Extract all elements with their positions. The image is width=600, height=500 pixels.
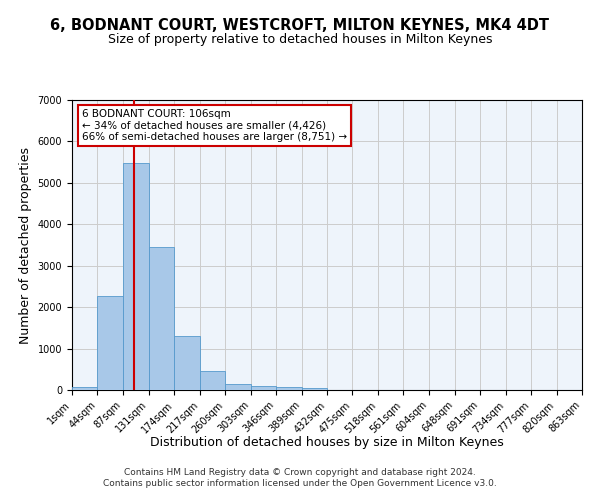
Bar [72,386,97,390]
Bar [302,388,327,390]
Bar [123,164,149,390]
Bar [97,296,123,390]
Bar [149,248,175,390]
Text: Size of property relative to detached houses in Milton Keynes: Size of property relative to detached ho… [108,32,492,46]
Bar [251,386,276,390]
Bar [175,336,200,390]
Text: 6, BODNANT COURT, WESTCROFT, MILTON KEYNES, MK4 4DT: 6, BODNANT COURT, WESTCROFT, MILTON KEYN… [50,18,550,32]
Bar [276,387,302,390]
Y-axis label: Number of detached properties: Number of detached properties [19,146,32,344]
Text: Distribution of detached houses by size in Milton Keynes: Distribution of detached houses by size … [150,436,504,449]
Bar [225,384,251,390]
Text: 6 BODNANT COURT: 106sqm
← 34% of detached houses are smaller (4,426)
66% of semi: 6 BODNANT COURT: 106sqm ← 34% of detache… [82,108,347,142]
Text: Contains HM Land Registry data © Crown copyright and database right 2024.
Contai: Contains HM Land Registry data © Crown c… [103,468,497,487]
Bar [200,371,225,390]
